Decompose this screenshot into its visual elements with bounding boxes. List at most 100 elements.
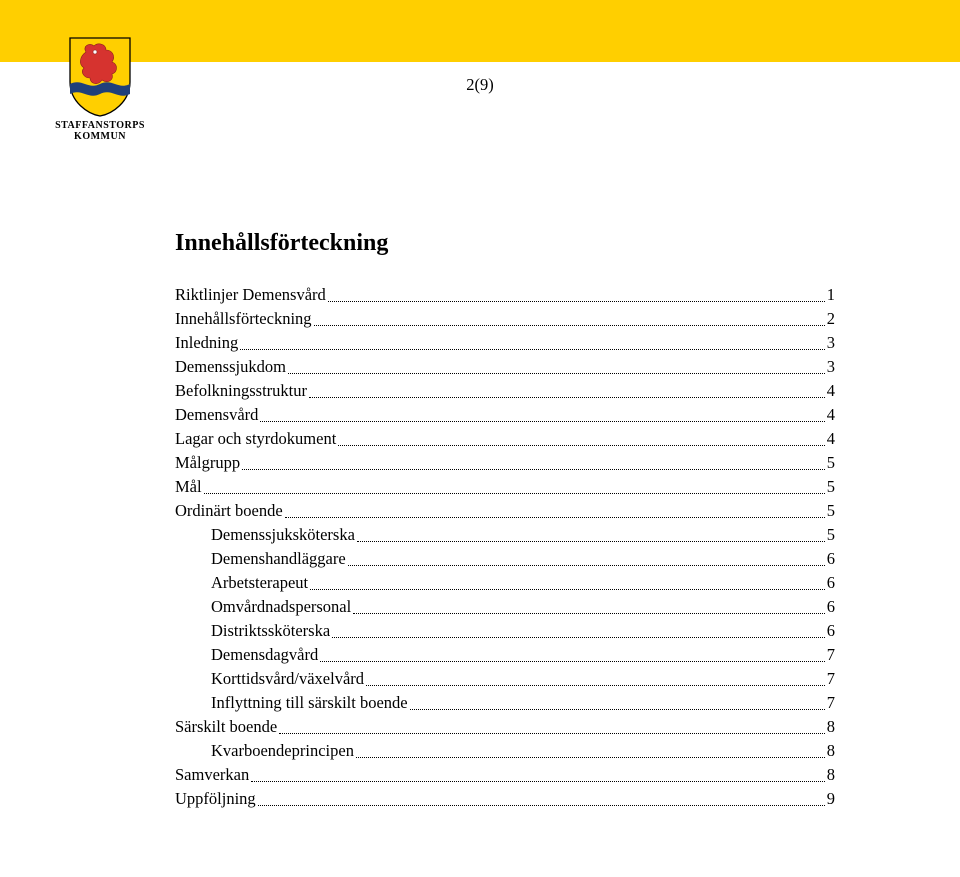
toc-entry-page: 2 [827,307,835,331]
logo-line1: STAFFANSTORPS [40,120,160,131]
page-indicator-text: 2(9) [466,75,494,94]
toc-entry: Inledning 3 [175,331,835,355]
toc-entry-page: 7 [827,667,835,691]
toc-entry-page: 1 [827,283,835,307]
toc-entry-page: 6 [827,547,835,571]
toc-entry-page: 7 [827,691,835,715]
toc-entry-page: 7 [827,643,835,667]
header-area: 2(9) [0,0,960,212]
toc-entry-label: Särskilt boende [175,715,277,739]
toc-leader-dots [288,373,825,374]
toc-entry: Demenssjukdom 3 [175,355,835,379]
toc-leader-dots [240,349,825,350]
toc-entry: Särskilt boende 8 [175,715,835,739]
logo-text: STAFFANSTORPS KOMMUN [40,120,160,142]
toc-entry-label: Demensvård [175,403,258,427]
toc-entry-label: Kvarboendeprincipen [211,739,354,763]
toc-leader-dots [353,613,825,614]
toc-entry-page: 4 [827,427,835,451]
toc-entry-page: 3 [827,355,835,379]
toc-entry-page: 8 [827,763,835,787]
toc-entry-page: 3 [827,331,835,355]
toc-entry-label: Demenssjukdom [175,355,286,379]
toc-leader-dots [285,517,825,518]
toc-entry-page: 4 [827,403,835,427]
toc-entry-label: Mål [175,475,202,499]
shield-crest-icon [40,32,160,118]
toc-leader-dots [279,733,825,734]
toc-leader-dots [310,589,825,590]
toc-entry-label: Demensdagvård [211,643,318,667]
toc-leader-dots [314,325,825,326]
toc-leader-dots [348,565,825,566]
toc-entry: Omvårdnadspersonal 6 [175,595,835,619]
toc-leader-dots [320,661,825,662]
toc-entry-label: Riktlinjer Demensvård [175,283,326,307]
toc-leader-dots [410,709,825,710]
toc-entry: Kvarboendeprincipen 8 [175,739,835,763]
toc-entry-label: Målgrupp [175,451,240,475]
toc-title: Innehållsförteckning [175,230,835,257]
table-of-contents: Riktlinjer Demensvård1Innehållsförteckni… [175,283,835,811]
toc-leader-dots [366,685,825,686]
toc-entry-page: 5 [827,451,835,475]
toc-entry: Mål 5 [175,475,835,499]
toc-leader-dots [357,541,825,542]
logo-line2: KOMMUN [40,131,160,142]
toc-entry-page: 6 [827,571,835,595]
toc-entry-label: Innehållsförteckning [175,307,312,331]
toc-entry-page: 5 [827,499,835,523]
toc-entry-label: Demenssjuksköterska [211,523,355,547]
toc-entry: Uppföljning 9 [175,787,835,811]
toc-entry-page: 5 [827,475,835,499]
toc-entry: Korttidsvård/växelvård 7 [175,667,835,691]
toc-entry: Demenshandläggare 6 [175,547,835,571]
toc-entry: Lagar och styrdokument 4 [175,427,835,451]
toc-entry-label: Ordinärt boende [175,499,283,523]
toc-entry-page: 4 [827,379,835,403]
toc-entry: Arbetsterapeut 6 [175,571,835,595]
toc-entry-label: Uppföljning [175,787,256,811]
toc-entry: Riktlinjer Demensvård 1 [175,283,835,307]
toc-leader-dots [356,757,825,758]
toc-entry-label: Distriktssköterska [211,619,330,643]
toc-entry: Demenssjuksköterska 5 [175,523,835,547]
toc-entry: Distriktssköterska 6 [175,619,835,643]
toc-entry-page: 5 [827,523,835,547]
toc-entry: Demensvård 4 [175,403,835,427]
toc-entry-label: Inflyttning till särskilt boende [211,691,408,715]
toc-entry-page: 9 [827,787,835,811]
toc-entry-label: Lagar och styrdokument [175,427,336,451]
toc-leader-dots [328,301,825,302]
toc-entry-label: Befolkningsstruktur [175,379,307,403]
toc-entry: Målgrupp 5 [175,451,835,475]
toc-leader-dots [258,805,825,806]
toc-leader-dots [338,445,824,446]
toc-leader-dots [251,781,825,782]
toc-entry-page: 8 [827,715,835,739]
toc-entry: Demensdagvård 7 [175,643,835,667]
header-row: 2(9) [0,62,960,212]
toc-entry-label: Korttidsvård/växelvård [211,667,364,691]
municipality-logo: STAFFANSTORPS KOMMUN [40,32,160,142]
toc-entry: Ordinärt boende 5 [175,499,835,523]
toc-entry-label: Demenshandläggare [211,547,346,571]
toc-leader-dots [332,637,825,638]
toc-entry-label: Inledning [175,331,238,355]
toc-leader-dots [242,469,825,470]
toc-entry-label: Samverkan [175,763,249,787]
toc-entry-page: 6 [827,595,835,619]
toc-leader-dots [309,397,825,398]
toc-entry: Inflyttning till särskilt boende 7 [175,691,835,715]
toc-leader-dots [260,421,824,422]
toc-entry: Befolkningsstruktur 4 [175,379,835,403]
toc-entry: Samverkan 8 [175,763,835,787]
toc-entry-label: Omvårdnadspersonal [211,595,351,619]
toc-leader-dots [204,493,825,494]
toc-entry-label: Arbetsterapeut [211,571,308,595]
document-page: 2(9) [0,0,960,877]
toc-entry: Innehållsförteckning 2 [175,307,835,331]
toc-entry-page: 6 [827,619,835,643]
content-area: Innehållsförteckning Riktlinjer Demensvå… [175,230,835,811]
toc-entry-page: 8 [827,739,835,763]
